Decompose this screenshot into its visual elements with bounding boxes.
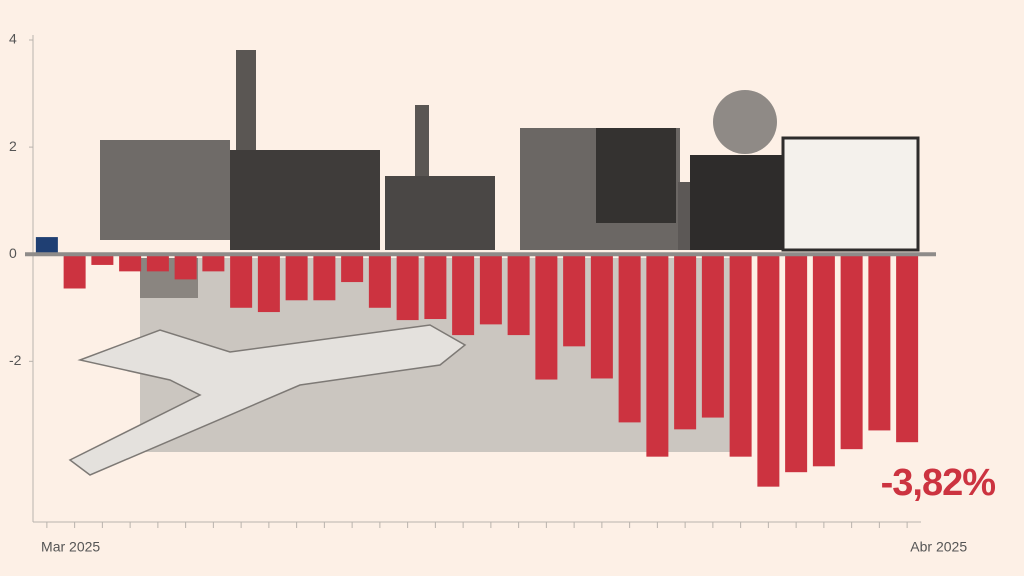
bar (646, 254, 669, 457)
bar (590, 254, 613, 379)
bar (202, 254, 225, 272)
annotation: -3,82% (881, 462, 996, 504)
bar (91, 254, 114, 265)
containers (385, 176, 495, 250)
bar (479, 254, 502, 325)
bar (63, 254, 86, 289)
ship (100, 140, 230, 240)
y-tick-label: 2 (9, 138, 17, 154)
bar (896, 254, 919, 443)
portrait (690, 155, 785, 250)
x-tick-label: Abr 2025 (910, 539, 967, 555)
bar (230, 254, 253, 308)
bar (368, 254, 391, 308)
bar (119, 254, 142, 272)
bar (535, 254, 558, 380)
portrait (713, 90, 777, 154)
bar (507, 254, 530, 336)
crane (236, 50, 256, 150)
bar (424, 254, 447, 320)
bar (785, 254, 808, 473)
bar (618, 254, 641, 423)
containers (596, 128, 676, 223)
bar (285, 254, 308, 301)
y-tick-label: 0 (9, 245, 17, 261)
plot: 4 2 0 -2 Mar 2025 Abr 2025 (9, 31, 967, 555)
bar (396, 254, 419, 321)
bar (452, 254, 475, 336)
y-tick-label: 4 (9, 31, 17, 47)
document (781, 136, 920, 252)
bar (729, 254, 752, 457)
bar (563, 254, 586, 347)
bar (341, 254, 364, 283)
bar (812, 254, 835, 467)
bar (313, 254, 336, 301)
containers (230, 150, 380, 250)
bar (35, 237, 58, 255)
x-tick-label: Mar 2025 (41, 539, 100, 555)
bar (757, 254, 780, 487)
bar (257, 254, 280, 313)
crane (415, 105, 429, 180)
bar (674, 254, 697, 430)
bar (701, 254, 724, 418)
bar (840, 254, 863, 450)
y-tick-label: -2 (9, 352, 22, 368)
bar (868, 254, 891, 431)
bar (174, 254, 197, 280)
bar (146, 254, 169, 272)
airplane (68, 324, 467, 476)
